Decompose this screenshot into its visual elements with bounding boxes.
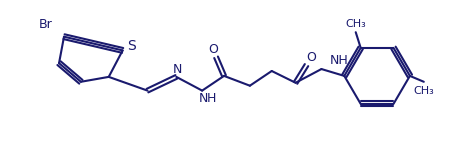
Text: N: N xyxy=(198,92,208,105)
Text: NH: NH xyxy=(329,54,348,67)
Text: CH₃: CH₃ xyxy=(345,19,366,29)
Text: CH₃: CH₃ xyxy=(414,86,434,96)
Text: O: O xyxy=(208,43,218,56)
Text: H: H xyxy=(207,92,216,105)
Text: S: S xyxy=(127,38,136,53)
Text: N: N xyxy=(173,62,182,76)
Text: O: O xyxy=(307,51,316,64)
Text: Br: Br xyxy=(39,18,53,31)
